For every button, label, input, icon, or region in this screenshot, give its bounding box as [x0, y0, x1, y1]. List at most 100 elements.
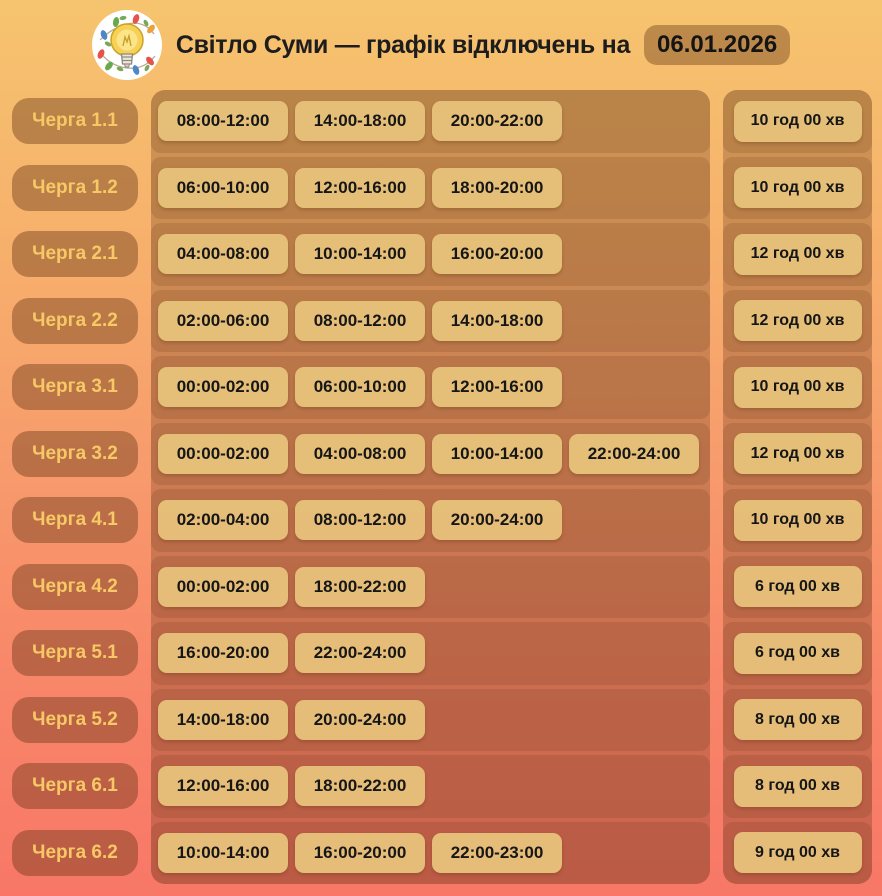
- timeslot-row: 14:00-18:00 20:00-24:00: [151, 688, 710, 751]
- timeslot-chip: 02:00-06:00: [158, 300, 288, 341]
- timeslot-chip: 18:00-22:00: [295, 566, 425, 607]
- timeslot-chip: 12:00-16:00: [158, 766, 288, 807]
- total-duration-chip: 8 год 00 хв: [733, 765, 862, 807]
- queue-cell: Черга 5.1: [12, 622, 138, 685]
- timeslot-chip: 14:00-18:00: [432, 300, 562, 341]
- total-duration-chip: 6 год 00 хв: [733, 632, 862, 674]
- timeslot-chip: 10:00-14:00: [432, 433, 562, 474]
- queue-cell: Черга 2.2: [12, 290, 138, 353]
- total-duration-chip: 12 год 00 хв: [733, 433, 862, 475]
- queue-label-badge: Черга 2.1: [12, 231, 138, 278]
- timeslot-chip: 18:00-22:00: [295, 766, 425, 807]
- timeslot-chip: 06:00-10:00: [295, 367, 425, 408]
- queue-cell: Черга 1.2: [12, 157, 138, 220]
- lightbulb-with-garland-icon: [91, 10, 162, 80]
- total-cell: 8 год 00 хв: [723, 688, 872, 751]
- total-duration-chip: 9 год 00 хв: [733, 832, 862, 874]
- timeslot-row: 10:00-14:00 16:00-20:00 22:00-23:00: [151, 821, 710, 884]
- timeslot-chip: 04:00-08:00: [158, 234, 288, 275]
- queue-label-badge: Черга 4.1: [12, 497, 138, 544]
- total-cell: 12 год 00 хв: [723, 223, 872, 286]
- timeslot-chip: 08:00-12:00: [158, 101, 288, 142]
- timeslot-row: 00:00-02:00 04:00-08:00 10:00-14:00 22:00-2…: [151, 422, 710, 485]
- timeslot-chip: 00:00-02:00: [158, 566, 288, 607]
- queue-cell: Черга 6.1: [12, 755, 138, 818]
- queue-label-badge: Черга 6.2: [12, 829, 138, 876]
- total-cell: 12 год 00 хв: [723, 422, 872, 485]
- timeslot-chip: 06:00-10:00: [158, 167, 288, 208]
- timeslot-chip: 14:00-18:00: [158, 699, 288, 740]
- queue-cell: Черга 2.1: [12, 223, 138, 286]
- queue-label-badge: Черга 6.1: [12, 763, 138, 810]
- timeslot-chip: 22:00-24:00: [295, 633, 425, 674]
- queue-column: Черга 1.1 Черга 1.2 Черга 2.1 Черга 2.2 Черг…: [12, 90, 138, 884]
- timeslot-chip: 08:00-12:00: [295, 300, 425, 341]
- timeslot-row: 16:00-20:00 22:00-24:00: [151, 622, 710, 685]
- timeslot-chip: 20:00-24:00: [295, 699, 425, 740]
- date-badge: 06.01.2026: [644, 25, 791, 65]
- queue-label-badge: Черга 1.1: [12, 98, 138, 145]
- queue-cell: Черга 4.1: [12, 489, 138, 552]
- total-cell: 8 год 00 хв: [723, 755, 872, 818]
- total-duration-chip: 10 год 00 хв: [733, 167, 862, 209]
- queue-cell: Черга 6.2: [12, 822, 138, 885]
- queue-cell: Черга 5.2: [12, 689, 138, 752]
- total-cell: 10 год 00 хв: [723, 90, 872, 153]
- totals-panel: 10 год 00 хв 10 год 00 хв 12 год 00 хв 12 г…: [723, 90, 872, 884]
- timeslot-chip: 20:00-22:00: [432, 101, 562, 142]
- page-title: Світло Суми — графік відключень на: [175, 30, 631, 59]
- queue-label-badge: Черга 5.1: [12, 630, 138, 677]
- total-cell: 12 год 00 хв: [723, 289, 872, 352]
- timeslot-chip: 16:00-20:00: [432, 234, 562, 275]
- total-duration-chip: 10 год 00 хв: [733, 499, 862, 541]
- total-cell: 10 год 00 хв: [723, 489, 872, 552]
- queue-cell: Черга 3.1: [12, 356, 138, 419]
- total-cell: 9 год 00 хв: [723, 821, 872, 884]
- queue-label-badge: Черга 3.1: [12, 364, 138, 411]
- queue-label-badge: Черга 1.2: [12, 164, 138, 211]
- timeslot-row: 06:00-10:00 12:00-16:00 18:00-20:00: [151, 156, 710, 219]
- timeslot-row: 02:00-06:00 08:00-12:00 14:00-18:00: [151, 289, 710, 352]
- timeslot-chip: 12:00-16:00: [432, 367, 562, 408]
- total-duration-chip: 8 год 00 хв: [733, 699, 862, 741]
- timeslot-chip: 10:00-14:00: [295, 234, 425, 275]
- timeslot-chip: 16:00-20:00: [158, 633, 288, 674]
- queue-label-badge: Черга 3.2: [12, 430, 138, 477]
- timeslot-row: 00:00-02:00 06:00-10:00 12:00-16:00: [151, 356, 710, 419]
- timeslot-chip: 08:00-12:00: [295, 500, 425, 541]
- queue-cell: Черга 4.2: [12, 556, 138, 619]
- timeslots-panel: 08:00-12:00 14:00-18:00 20:00-22:00 06:00-1…: [151, 90, 710, 884]
- queue-cell: Черга 3.2: [12, 423, 138, 486]
- total-cell: 10 год 00 хв: [723, 356, 872, 419]
- total-duration-chip: 12 год 00 хв: [733, 300, 862, 342]
- total-duration-chip: 6 год 00 хв: [733, 566, 862, 608]
- timeslot-chip: 14:00-18:00: [295, 101, 425, 142]
- timeslot-row: 08:00-12:00 14:00-18:00 20:00-22:00: [151, 90, 710, 153]
- queue-label-badge: Черга 5.2: [12, 696, 138, 743]
- total-cell: 6 год 00 хв: [723, 555, 872, 618]
- timeslot-chip: 10:00-14:00: [158, 832, 288, 873]
- timeslot-row: 00:00-02:00 18:00-22:00: [151, 555, 710, 618]
- timeslot-row: 12:00-16:00 18:00-22:00: [151, 755, 710, 818]
- timeslot-row: 02:00-04:00 08:00-12:00 20:00-24:00: [151, 489, 710, 552]
- total-cell: 10 год 00 хв: [723, 156, 872, 219]
- timeslot-chip: 22:00-24:00: [569, 433, 699, 474]
- total-duration-chip: 10 год 00 хв: [733, 100, 862, 142]
- timeslot-chip: 00:00-02:00: [158, 367, 288, 408]
- timeslot-chip: 22:00-23:00: [432, 832, 562, 873]
- timeslot-chip: 00:00-02:00: [158, 433, 288, 474]
- total-duration-chip: 10 год 00 хв: [733, 366, 862, 408]
- queue-label-badge: Черга 2.2: [12, 297, 138, 344]
- queue-label-badge: Черга 4.2: [12, 563, 138, 610]
- queue-cell: Черга 1.1: [12, 90, 138, 153]
- total-cell: 6 год 00 хв: [723, 622, 872, 685]
- timeslot-chip: 18:00-20:00: [432, 167, 562, 208]
- timeslot-row: 04:00-08:00 10:00-14:00 16:00-20:00: [151, 223, 710, 286]
- header: Світло Суми — графік відключень на 06.01…: [0, 0, 882, 90]
- timeslot-chip: 04:00-08:00: [295, 433, 425, 474]
- schedule-table: Черга 1.1 Черга 1.2 Черга 2.1 Черга 2.2 Черг…: [0, 90, 882, 884]
- timeslot-chip: 20:00-24:00: [432, 500, 562, 541]
- total-duration-chip: 12 год 00 хв: [733, 233, 862, 275]
- timeslot-chip: 02:00-04:00: [158, 500, 288, 541]
